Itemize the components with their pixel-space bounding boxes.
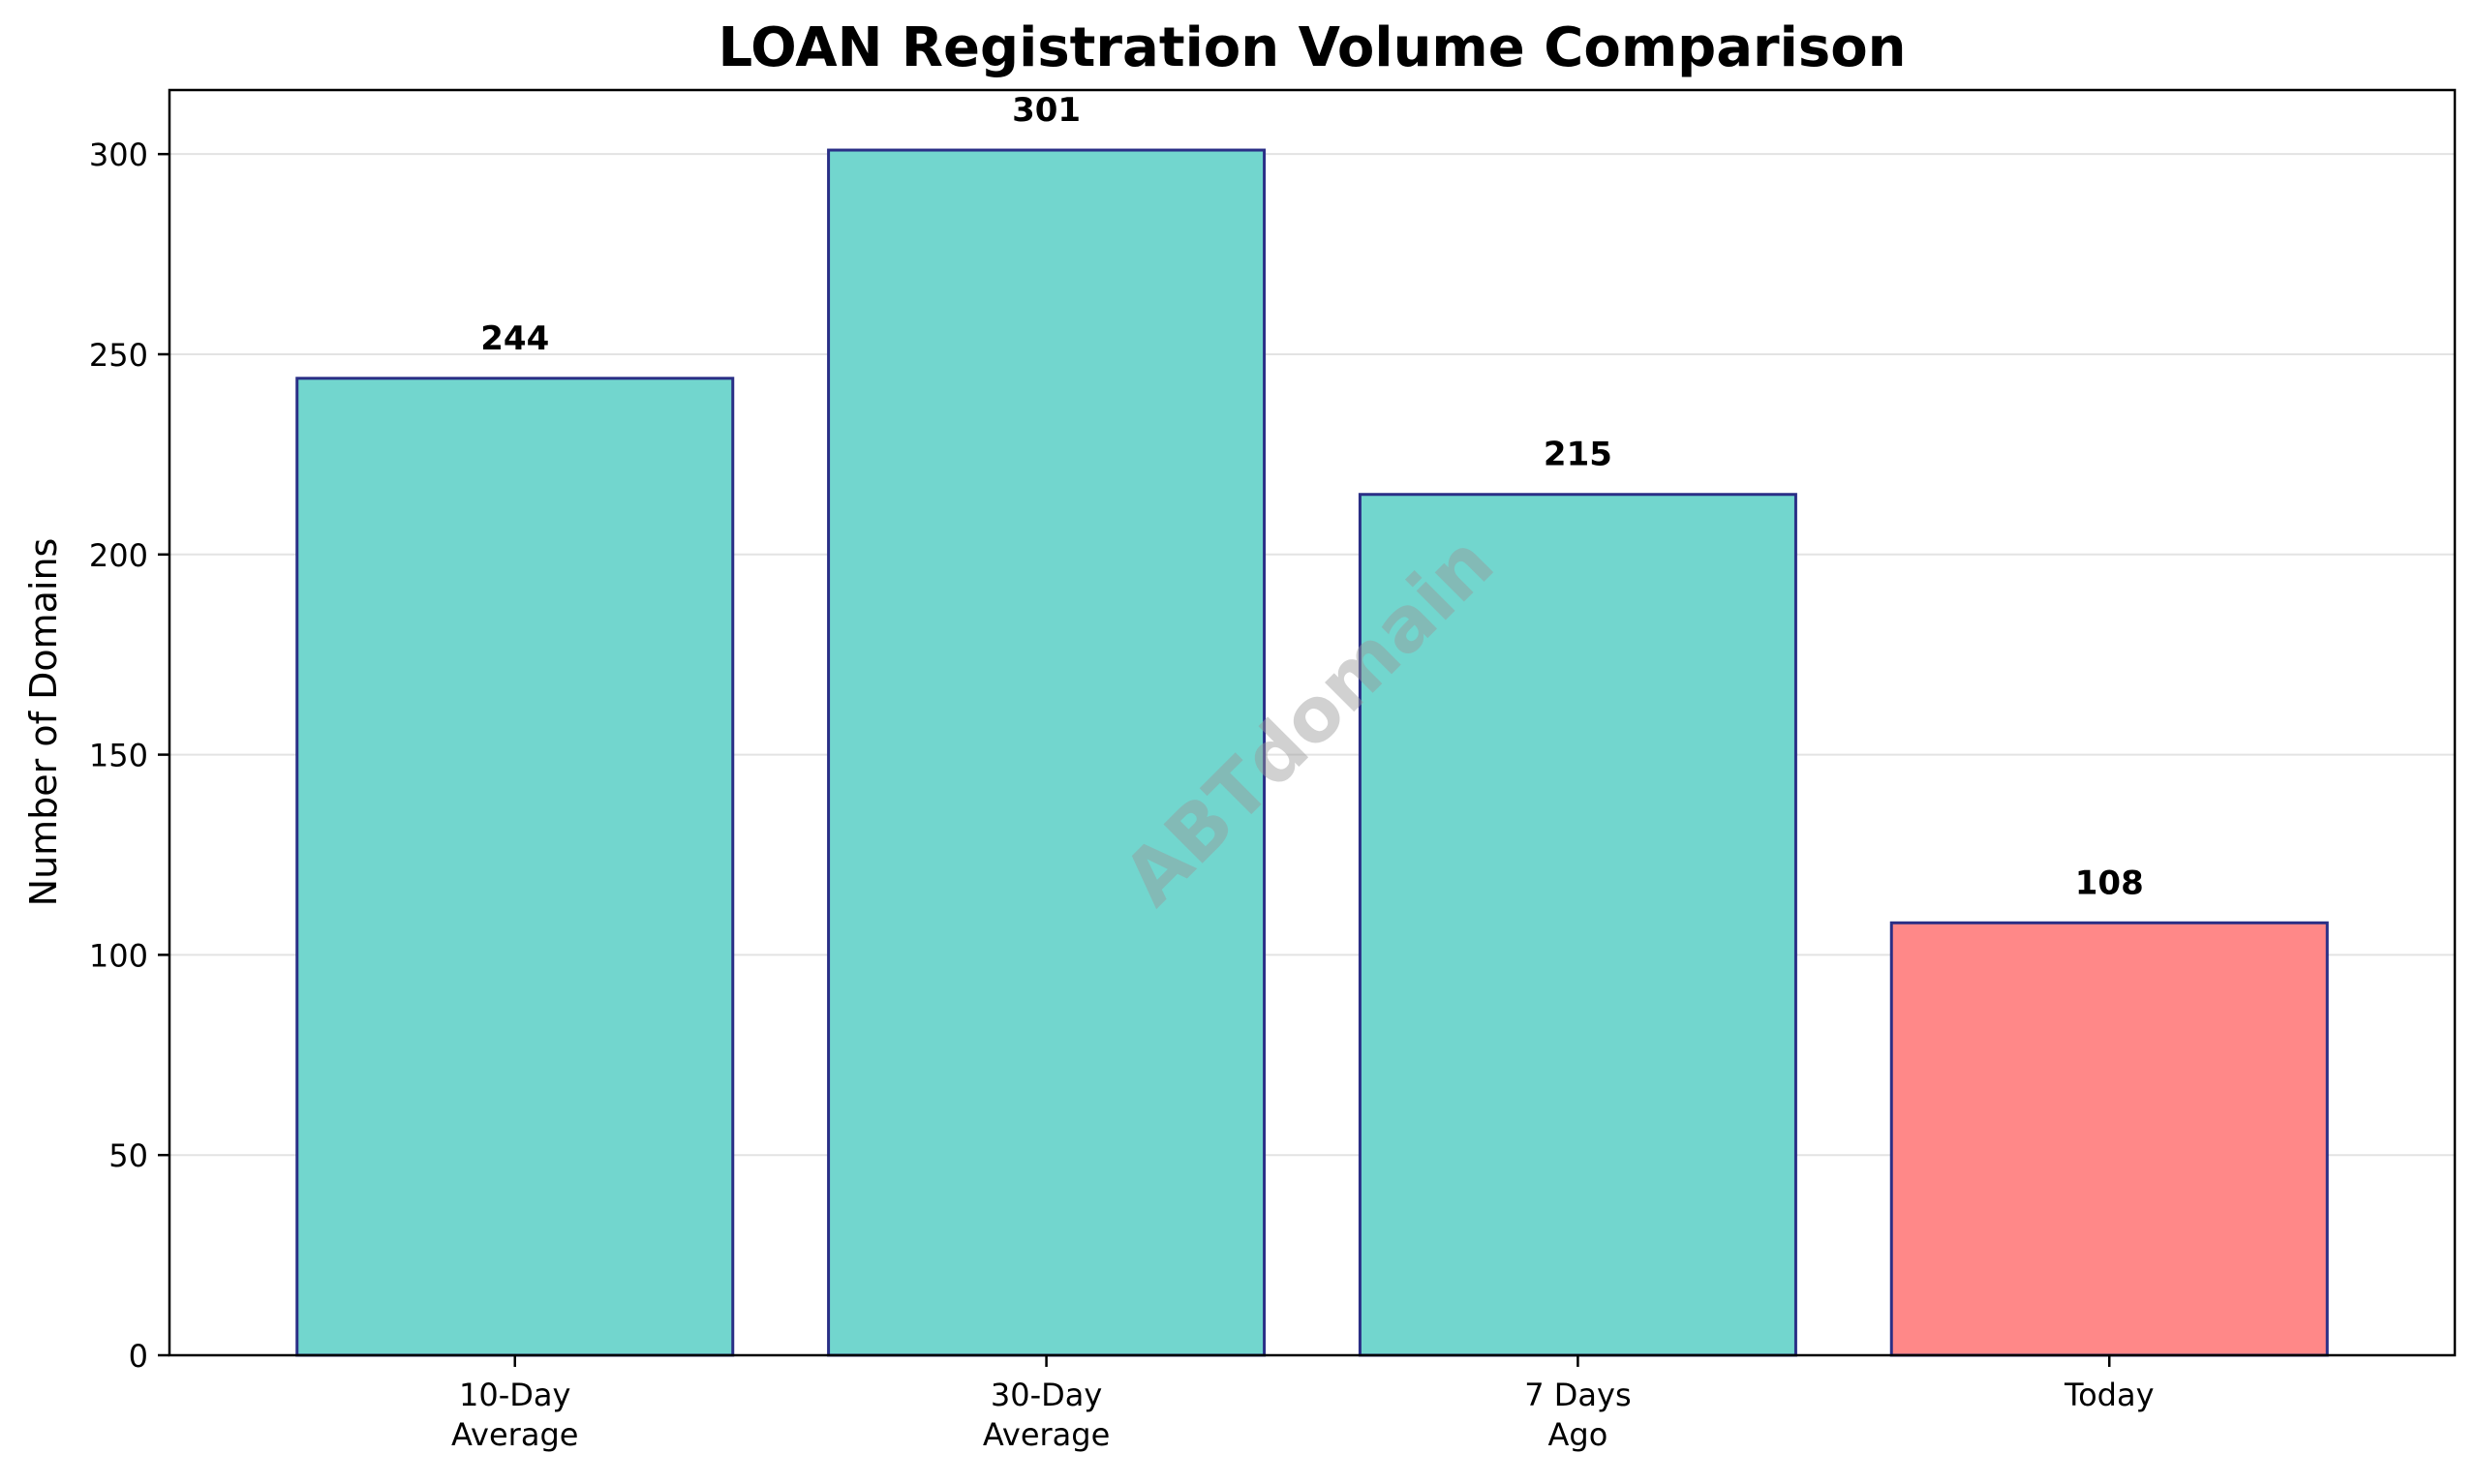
x-tick-label: Ago [1548, 1416, 1608, 1453]
x-tick-label: 30-Day [991, 1377, 1102, 1413]
bar [295, 377, 735, 1357]
y-tick-label: 150 [89, 738, 148, 774]
bar [1889, 921, 2329, 1357]
y-axis-ticks: 0 50 100 150 200 250 300 [89, 136, 169, 1375]
data-label: 108 [2075, 863, 2144, 902]
bar [1358, 493, 1797, 1357]
x-tick-label: 10-Day [459, 1377, 570, 1413]
data-label: 215 [1544, 436, 1612, 474]
y-tick-label: 300 [89, 136, 148, 173]
bars [295, 148, 2329, 1357]
x-tick-label: Average [983, 1416, 1110, 1453]
y-tick-label: 200 [89, 537, 148, 574]
value-labels: 244 301 215 108 [480, 91, 2143, 902]
y-tick-label: 250 [89, 337, 148, 374]
y-tick-label: 50 [108, 1137, 148, 1174]
plot-area-frame [168, 88, 2457, 1357]
bar [827, 148, 1267, 1357]
x-tick-label: Average [451, 1416, 578, 1453]
data-label: 244 [480, 319, 549, 358]
y-tick-label: 0 [129, 1338, 148, 1375]
y-tick-label: 100 [89, 937, 148, 974]
chart-title: LOAN Registration Volume Comparison [718, 16, 1906, 79]
x-tick-label: 7 Days [1524, 1377, 1631, 1413]
y-axis-label: Number of Domains [22, 538, 65, 907]
data-label: 301 [1012, 91, 1081, 130]
x-tick-label: Today [2064, 1377, 2155, 1413]
